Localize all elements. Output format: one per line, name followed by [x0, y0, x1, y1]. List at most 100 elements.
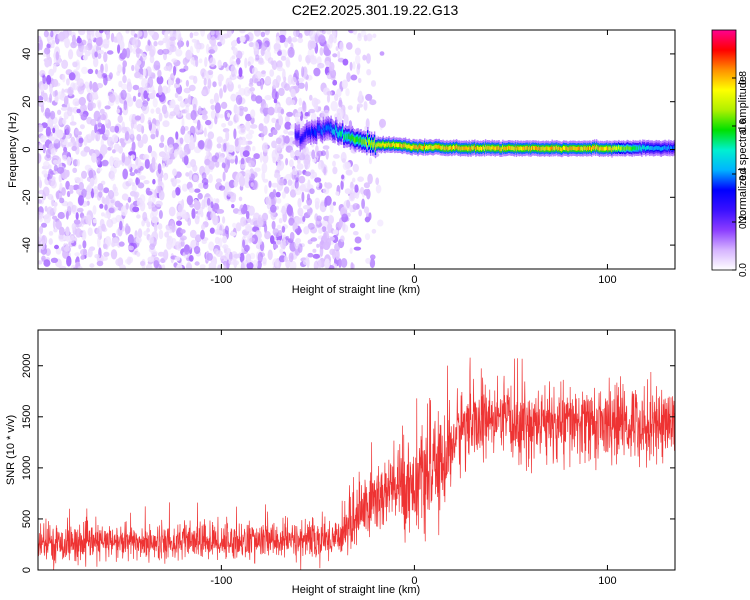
- noise-blob: [167, 144, 174, 154]
- noise-blob: [196, 240, 200, 247]
- noise-blob: [70, 82, 76, 91]
- noise-blob: [260, 47, 265, 57]
- noise-blob: [297, 37, 304, 44]
- noise-blob: [283, 256, 288, 262]
- noise-blob: [339, 109, 344, 118]
- ridge-cell: [587, 146, 589, 150]
- noise-blob: [190, 229, 197, 239]
- noise-blob: [309, 188, 315, 195]
- ridge-cell: [514, 145, 517, 150]
- noise-blob: [335, 46, 339, 52]
- ridge-cell: [668, 145, 670, 150]
- ridge-cell: [356, 136, 358, 142]
- noise-blob: [232, 47, 238, 56]
- colorbar-tick-label: 0.2: [738, 215, 749, 229]
- noise-blob: [170, 99, 176, 109]
- noise-blob: [238, 175, 246, 187]
- noise-blob: [141, 103, 150, 115]
- noise-blob: [68, 49, 74, 60]
- noise-blob: [357, 176, 364, 182]
- noise-blob: [352, 163, 359, 173]
- ridge-cell: [631, 147, 633, 151]
- ridge-cell: [355, 136, 357, 143]
- ridge-cell: [641, 147, 643, 152]
- noise-blob: [161, 85, 169, 95]
- noise-blob: [250, 109, 256, 119]
- noise-blob: [210, 104, 216, 111]
- noise-blob: [55, 220, 62, 230]
- noise-blob: [137, 182, 145, 189]
- noise-blob: [104, 119, 109, 124]
- noise-blob: [134, 71, 141, 79]
- noise-blob: [133, 191, 140, 198]
- noise-blob: [149, 49, 155, 58]
- noise-blob: [101, 212, 105, 217]
- ridge-cell: [489, 146, 492, 151]
- noise-blob: [116, 33, 120, 39]
- ridge-cell: [496, 146, 498, 151]
- noise-blob: [367, 173, 373, 185]
- ridge-cell: [408, 144, 410, 149]
- snr-panel: -100 0 100 0 500 1000 1500 2000 Height of stra…: [5, 329, 676, 596]
- ridge-cell: [357, 136, 359, 142]
- noise-blob: [71, 114, 75, 123]
- noise-blob: [203, 77, 207, 86]
- noise-blob: [136, 134, 142, 142]
- noise-blob: [105, 30, 111, 40]
- ridge-cell: [602, 147, 604, 151]
- noise-blob: [349, 204, 354, 213]
- noise-blob: [217, 59, 222, 69]
- noise-blob: [304, 112, 309, 117]
- noise-blob: [200, 30, 205, 37]
- noise-blob: [214, 236, 220, 245]
- ridge-cell: [558, 146, 560, 151]
- noise-blob: [276, 60, 283, 69]
- noise-blob: [112, 233, 116, 238]
- ridge-cell: [510, 146, 512, 150]
- ridge-cell: [573, 146, 576, 151]
- noise-blob: [162, 120, 170, 128]
- noise-blob: [38, 199, 43, 204]
- noise-blob: [272, 228, 280, 236]
- noise-blob: [290, 149, 295, 159]
- ridge-cell: [319, 127, 322, 134]
- snr-series-line: [38, 357, 675, 570]
- noise-blob: [271, 117, 277, 124]
- noise-blob: [63, 146, 68, 153]
- noise-blob: [140, 260, 146, 266]
- noise-blob: [205, 119, 212, 126]
- noise-blob: [298, 217, 302, 224]
- noise-blob: [147, 30, 155, 36]
- noise-blob: [53, 30, 60, 34]
- ridge-cell: [304, 131, 306, 138]
- ridge-cell: [653, 146, 656, 151]
- noise-blob: [177, 204, 183, 213]
- ridge-cell: [606, 146, 608, 150]
- noise-blob: [321, 30, 326, 35]
- noise-blob: [239, 30, 246, 34]
- ridge-cell: [382, 141, 384, 146]
- noise-blob: [294, 228, 302, 234]
- noise-blob: [149, 55, 155, 64]
- noise-blob: [72, 61, 79, 67]
- noise-blob: [255, 95, 263, 104]
- noise-blob: [44, 47, 51, 55]
- noise-blob: [294, 179, 299, 189]
- noise-blob: [344, 188, 352, 195]
- ridge-cell: [532, 145, 534, 150]
- noise-blob: [235, 222, 242, 232]
- noise-blob: [127, 134, 131, 139]
- noise-blob: [81, 170, 87, 179]
- noise-blob: [272, 244, 279, 249]
- noise-blob: [228, 259, 236, 265]
- ridge-cell: [303, 134, 305, 140]
- noise-blob: [87, 133, 92, 140]
- ridge-cell: [296, 133, 299, 140]
- ridge-cell: [295, 132, 298, 139]
- noise-blob: [66, 255, 72, 267]
- snr-x-label: Height of straight line (km): [292, 584, 420, 596]
- ridge-cell: [471, 145, 473, 150]
- noise-blob: [121, 152, 126, 164]
- noise-blob: [297, 207, 304, 217]
- noise-blob: [217, 264, 222, 269]
